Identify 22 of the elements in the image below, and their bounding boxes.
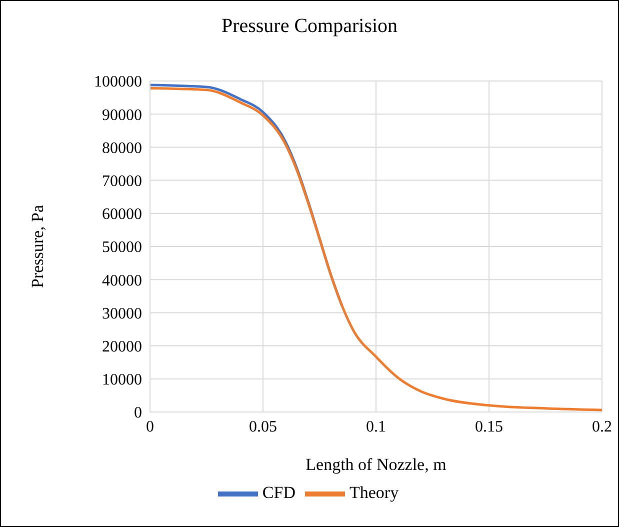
x-tick-label: 0 <box>146 418 154 436</box>
y-tick-label: 100000 <box>94 74 142 91</box>
y-tick-label: 80000 <box>102 140 142 157</box>
y-tick-label: 20000 <box>102 338 142 356</box>
y-tick-label: 30000 <box>102 305 142 322</box>
y-tick-label: 60000 <box>102 206 142 224</box>
x-axis-title: Length of Nozzle, m <box>306 455 446 474</box>
y-axis-title: Pressure, Pa <box>28 204 48 288</box>
chart-title: Pressure Comparision <box>220 15 399 38</box>
line-series <box>150 87 602 412</box>
legend-label: Theory <box>349 482 399 502</box>
x-tick-label: 0.15 <box>475 418 503 436</box>
x-tick-label: 0.05 <box>249 418 277 436</box>
y-tick-label: 70000 <box>102 172 142 190</box>
x-tick-label: 0.1 <box>366 418 386 436</box>
y-tick-label: 50000 <box>102 239 142 256</box>
x-tick-label: 0.2 <box>592 418 612 436</box>
y-tick-label: 90000 <box>102 106 142 124</box>
y-tick-label: 0 <box>134 404 142 422</box>
y-tick-label: 40000 <box>102 272 142 290</box>
legend-label: CFD <box>262 482 296 502</box>
y-tick-label: 10000 <box>102 372 142 389</box>
